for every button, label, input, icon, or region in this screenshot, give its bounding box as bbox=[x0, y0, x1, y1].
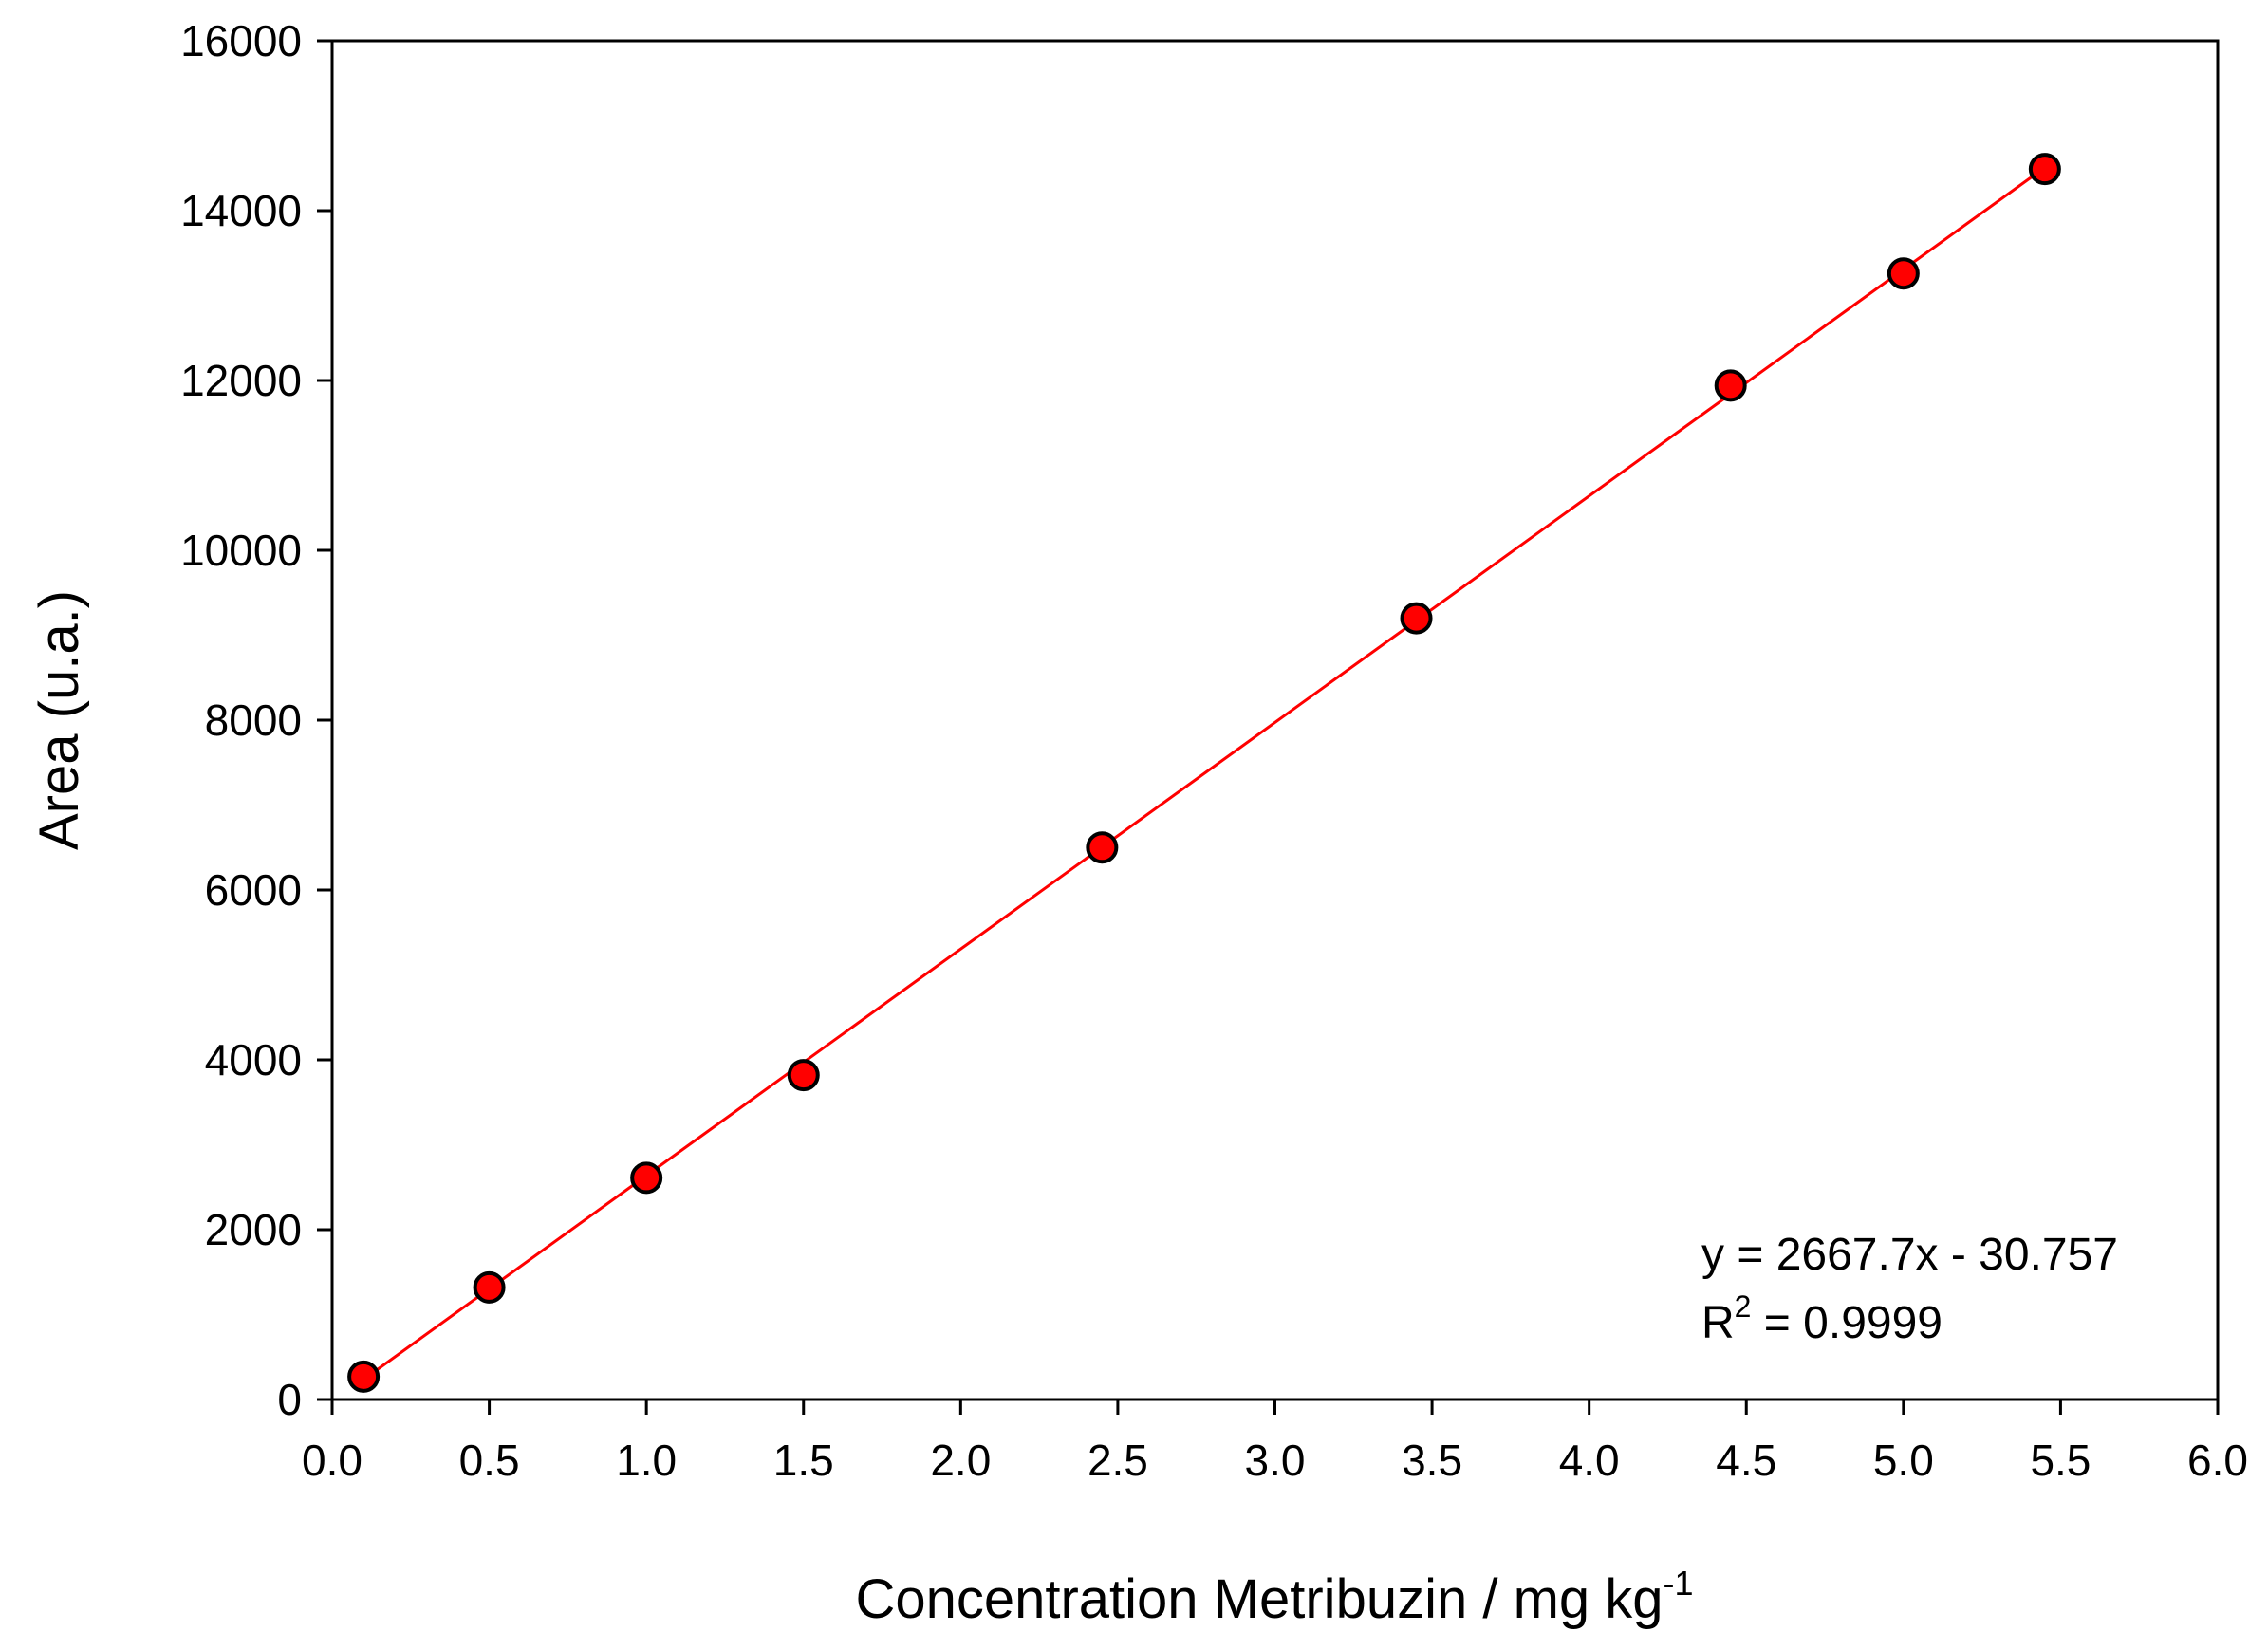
x-tick-label: 5.5 bbox=[2030, 1436, 2091, 1485]
data-point bbox=[630, 1161, 663, 1195]
x-tick-label: 3.0 bbox=[1245, 1436, 1306, 1485]
x-tick-label: 0.5 bbox=[459, 1436, 520, 1485]
data-point bbox=[2028, 153, 2061, 186]
x-tick-label: 6.0 bbox=[2187, 1436, 2248, 1485]
y-axis-title: Area (u.a.) bbox=[28, 590, 90, 850]
plot-frame bbox=[330, 39, 2220, 1401]
data-point bbox=[787, 1059, 820, 1092]
r-squared-value: = 0.9999 bbox=[1751, 1298, 1943, 1348]
data-point bbox=[1887, 257, 1920, 290]
y-axis-ticks: 0 2000 4000 6000 8000 10000 12000 14000 16000 bbox=[180, 16, 332, 1424]
data-point bbox=[1400, 602, 1433, 635]
x-axis-title: Concentration Metribuzin / mg kg-1 bbox=[855, 1564, 1693, 1630]
fit-equation: y = 2667.7x - 30.757 bbox=[1701, 1230, 2118, 1280]
y-tick-label: 6000 bbox=[205, 865, 302, 915]
y-tick-label: 2000 bbox=[205, 1205, 302, 1254]
data-point bbox=[1086, 831, 1119, 864]
y-tick-label: 4000 bbox=[205, 1035, 302, 1085]
data-point bbox=[347, 1360, 381, 1393]
y-tick-label: 8000 bbox=[205, 695, 302, 745]
y-tick-label: 0 bbox=[277, 1375, 302, 1424]
data-point bbox=[473, 1270, 506, 1304]
x-tick-label: 5.0 bbox=[1873, 1436, 1934, 1485]
r-squared-superscript: 2 bbox=[1735, 1289, 1752, 1324]
x-axis-title-main: Concentration Metribuzin / mg kg bbox=[855, 1568, 1663, 1630]
x-tick-label: 4.5 bbox=[1716, 1436, 1776, 1485]
y-tick-label: 12000 bbox=[180, 356, 302, 405]
x-tick-label: 0.0 bbox=[302, 1436, 363, 1485]
r-squared-prefix: R bbox=[1701, 1298, 1735, 1348]
x-tick-label: 4.0 bbox=[1559, 1436, 1620, 1485]
r-squared: R2 = 0.9999 bbox=[1701, 1289, 1943, 1348]
fit-line-group bbox=[363, 166, 2046, 1381]
data-points bbox=[347, 153, 2061, 1393]
y-tick-label: 10000 bbox=[180, 526, 302, 575]
regression-line bbox=[363, 166, 2046, 1381]
x-tick-label: 3.5 bbox=[1402, 1436, 1462, 1485]
x-axis-title-superscript: -1 bbox=[1664, 1564, 1694, 1603]
x-tick-label: 1.5 bbox=[773, 1436, 834, 1485]
x-axis-ticks: 0.0 0.5 1.0 1.5 2.0 2.5 3.0 3.5 4.0 4.5 5.0 5.5 6.0 bbox=[302, 1400, 2248, 1485]
x-tick-label: 2.5 bbox=[1088, 1436, 1148, 1485]
y-tick-label: 16000 bbox=[180, 16, 302, 65]
data-point bbox=[1714, 369, 1747, 402]
x-tick-label: 2.0 bbox=[930, 1436, 991, 1485]
x-tick-label: 1.0 bbox=[616, 1436, 677, 1485]
y-tick-label: 14000 bbox=[180, 186, 302, 235]
